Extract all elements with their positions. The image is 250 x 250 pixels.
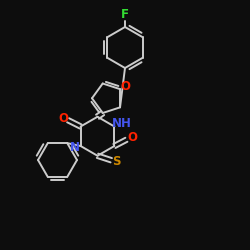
Text: NH: NH [112,117,132,130]
Text: O: O [120,80,130,93]
Text: O: O [58,112,68,125]
Text: F: F [121,8,129,22]
Text: S: S [112,155,121,168]
Text: N: N [70,141,80,154]
Text: O: O [127,131,137,144]
